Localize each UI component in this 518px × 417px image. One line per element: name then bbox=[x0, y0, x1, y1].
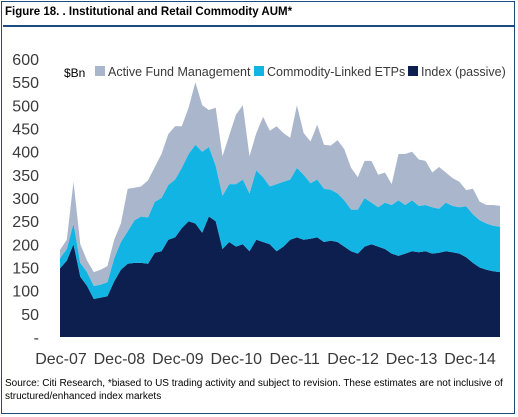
legend-swatch-active-fund-management bbox=[95, 66, 105, 76]
y-tick-label: 200 bbox=[12, 237, 39, 254]
stacked-areas bbox=[60, 82, 500, 337]
y-tick-label: 450 bbox=[12, 122, 39, 139]
area-commodity-linked-etps bbox=[60, 144, 500, 299]
y-tick-label: 550 bbox=[12, 75, 39, 92]
y-tick-label: 50 bbox=[21, 307, 39, 324]
x-tick-label: Dec-10 bbox=[211, 351, 263, 368]
y-tick-label: 600 bbox=[12, 52, 39, 69]
title-divider bbox=[3, 25, 515, 27]
y-tick-label: - bbox=[34, 330, 39, 347]
legend-label-commodity-linked-etps: Commodity-Linked ETPs bbox=[267, 65, 405, 79]
y-tick-label: 250 bbox=[12, 214, 39, 231]
y-axis: - 50 100 150 200 250 300 350 400 450 500 550 600 bbox=[12, 52, 39, 347]
y-tick-label: 150 bbox=[12, 261, 39, 278]
legend-swatch-index-passive bbox=[408, 66, 418, 76]
x-tick-label: Dec-11 bbox=[270, 351, 320, 368]
x-axis: Dec-07 Dec-08 Dec-09 Dec-10 Dec-11 Dec-12 Dec-… bbox=[35, 351, 496, 368]
area-index-passive bbox=[60, 216, 500, 337]
y-tick-label: 350 bbox=[12, 168, 39, 185]
y-tick-label: 400 bbox=[12, 145, 39, 162]
y-tick-label: 500 bbox=[12, 98, 39, 115]
x-tick-label: Dec-13 bbox=[386, 351, 438, 368]
x-tick-label: Dec-07 bbox=[35, 351, 87, 368]
figure-title: Figure 18. . Institutional and Retail Co… bbox=[5, 6, 293, 18]
y-tick-label: 100 bbox=[12, 284, 39, 301]
legend-label-index-passive: Index (passive) bbox=[421, 65, 506, 79]
legend-swatch-commodity-linked-etps bbox=[254, 66, 264, 76]
y-tick-label: 300 bbox=[12, 191, 39, 208]
unit-label: $Bn bbox=[64, 66, 85, 80]
legend: Active Fund Management Commodity-Linked E… bbox=[95, 65, 506, 79]
x-tick-label: Dec-12 bbox=[327, 351, 379, 368]
legend-label-active-fund-management: Active Fund Management bbox=[108, 65, 251, 79]
area-active-fund-management bbox=[60, 82, 500, 286]
x-tick-label: Dec-09 bbox=[152, 351, 204, 368]
x-tick-label: Dec-14 bbox=[444, 351, 496, 368]
x-tick-label: Dec-08 bbox=[94, 351, 146, 368]
source-note: Source: Citi Research, *biased to US tra… bbox=[5, 378, 503, 402]
